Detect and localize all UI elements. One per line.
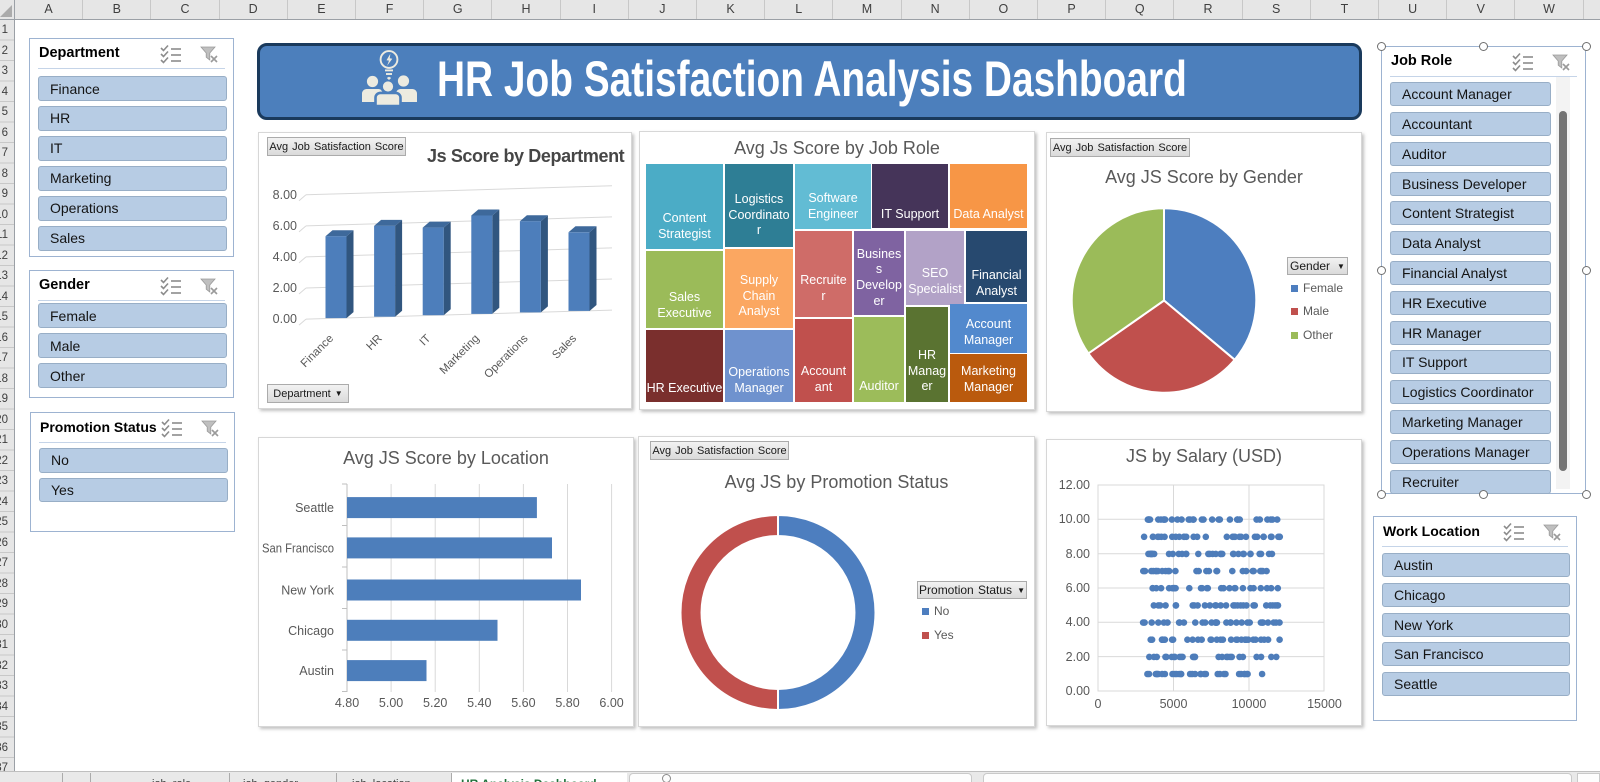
svg-text:HR: HR — [364, 333, 384, 353]
svg-text:5.20: 5.20 — [423, 696, 447, 710]
svg-text:5.60: 5.60 — [511, 696, 535, 710]
svg-text:8.00: 8.00 — [273, 188, 297, 202]
svg-text:12.00: 12.00 — [1059, 478, 1090, 492]
svg-text:5.00: 5.00 — [379, 696, 403, 710]
svg-text:Seattle: Seattle — [295, 501, 334, 515]
svg-text:10.00: 10.00 — [1059, 512, 1090, 526]
svg-text:0.00: 0.00 — [273, 312, 297, 326]
svg-text:6.00: 6.00 — [273, 219, 297, 233]
svg-text:2.00: 2.00 — [1066, 650, 1090, 664]
svg-text:2.00: 2.00 — [273, 281, 297, 295]
svg-text:New York: New York — [281, 584, 335, 598]
svg-text:Finance: Finance — [299, 333, 336, 370]
svg-text:Sales: Sales — [550, 332, 579, 361]
svg-text:8.00: 8.00 — [1066, 547, 1090, 561]
svg-text:4.80: 4.80 — [335, 696, 359, 710]
svg-text:4.00: 4.00 — [1066, 615, 1090, 629]
svg-text:San Francisco: San Francisco — [262, 541, 334, 555]
svg-text:0.00: 0.00 — [1066, 684, 1090, 698]
svg-text:0: 0 — [1095, 697, 1102, 711]
svg-text:5.80: 5.80 — [555, 696, 579, 710]
svg-text:Austin: Austin — [299, 664, 334, 678]
svg-text:10000: 10000 — [1232, 697, 1267, 711]
svg-text:4.00: 4.00 — [273, 250, 297, 264]
svg-text:Chicago: Chicago — [288, 624, 334, 638]
svg-text:6.00: 6.00 — [599, 696, 623, 710]
svg-text:6.00: 6.00 — [1066, 581, 1090, 595]
svg-text:5.40: 5.40 — [467, 696, 491, 710]
svg-text:Operations: Operations — [482, 332, 530, 380]
svg-text:IT: IT — [418, 333, 434, 349]
svg-text:15000: 15000 — [1307, 697, 1342, 711]
svg-text:5000: 5000 — [1160, 697, 1188, 711]
svg-text:Marketing: Marketing — [438, 333, 482, 377]
